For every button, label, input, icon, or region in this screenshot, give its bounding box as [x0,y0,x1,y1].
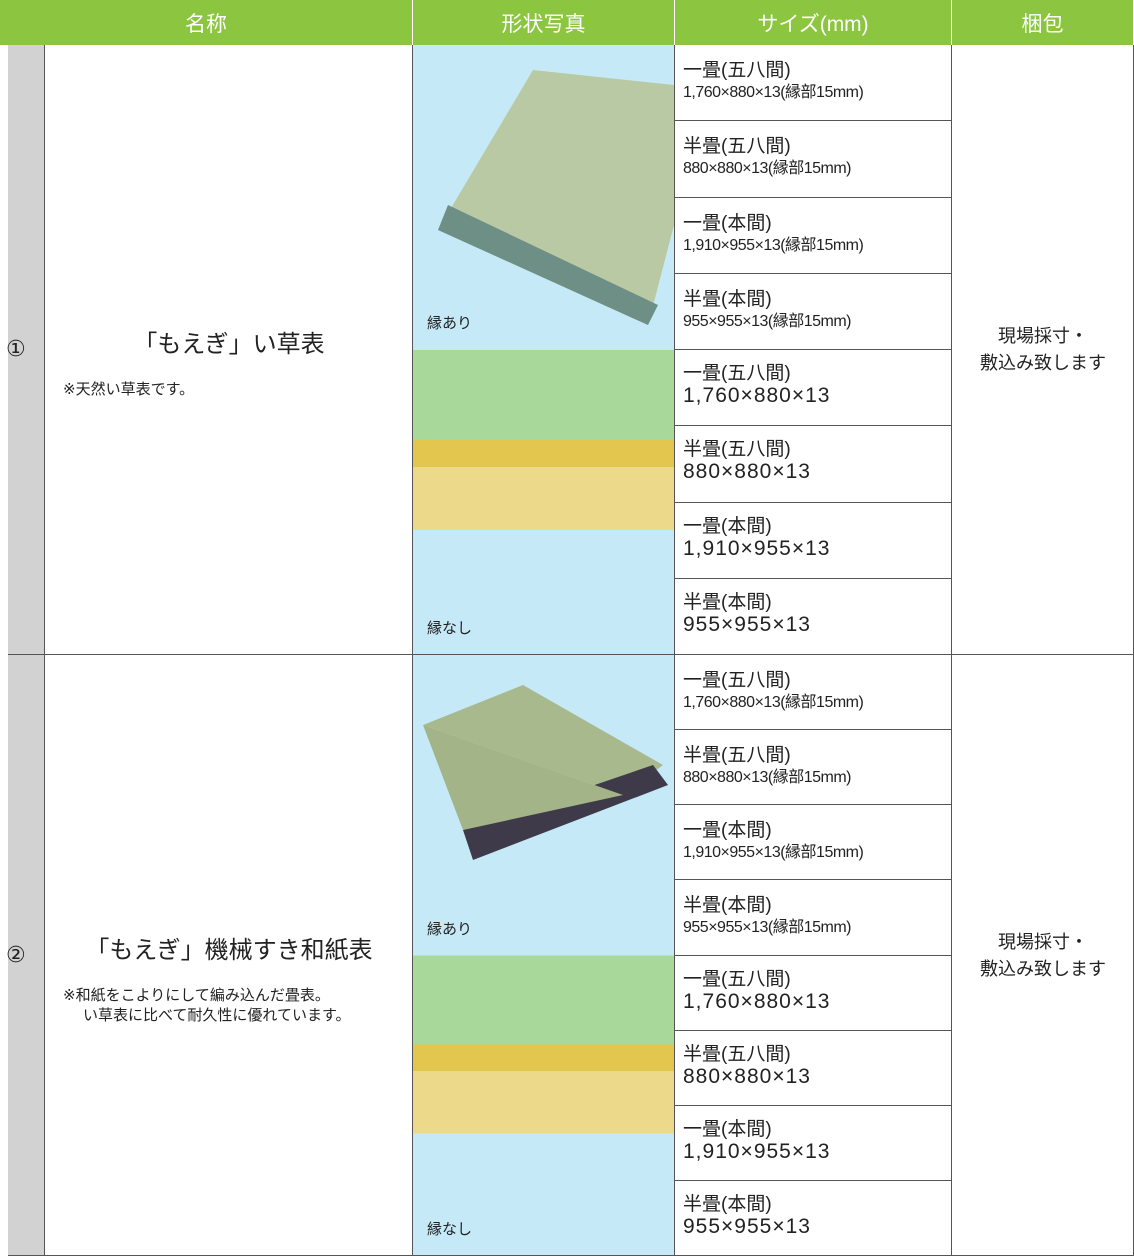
header-cell: 梱包 [952,0,1134,45]
size-name: 一畳(本間) [683,1118,772,1140]
size-dims: 1,760×880×13 [683,989,831,1013]
size-name: 一畳(本間) [683,212,772,234]
size-cell: 半畳(五八間) 880×880×13 [675,426,952,503]
packing-text: 敷込み致します [980,353,1106,373]
size-name: 半畳(五八間) [683,1043,791,1065]
size-dims: 880×880×13(縁部15mm) [683,769,852,787]
size-name: 半畳(五八間) [683,439,791,461]
size-dims: 1,760×880×13(縁部15mm) [683,84,864,101]
size-name: 半畳(本間) [683,591,772,613]
photo-illustration [413,685,674,1134]
photo-caption: 縁なし [427,620,473,637]
product-name: 「もえぎ」い草表 [133,331,325,358]
size-dims: 955×955×13(縁部15mm) [683,312,852,330]
product-note: ※和紙をこよりにして編み込んだ畳表。 [63,986,330,1004]
size-name: 一畳(五八間) [683,968,791,990]
product-note: い草表に比べて耐久性に優れています。 [83,1006,351,1024]
packing-text: 敷込み致します [980,958,1106,979]
size-name: 半畳(本間) [683,288,772,310]
size-dims: 1,910×955×13(縁部15mm) [683,236,864,254]
size-dims: 880×880×13 [683,460,811,484]
size-name: 半畳(五八間) [683,745,791,767]
index-cell [8,45,45,655]
packing-cell: 現場採寸・敷込み致します [952,655,1134,1256]
product-note: ※天然い草表です。 [63,381,195,398]
size-dims: 880×880×13 [683,1064,811,1088]
size-dims: 955×955×13(縁部15mm) [683,919,852,937]
size-dims: 955×955×13 [683,612,811,636]
size-name: 半畳(本間) [683,1193,772,1215]
photo-caption: 縁あり [427,315,473,332]
size-dims: 880×880×13(縁部15mm) [683,160,852,178]
size-cell: 一畳(五八間) 1,760×880×13 [675,350,952,427]
size-name: 半畳(本間) [683,895,772,917]
size-cell: 一畳(本間) 1,910×955×13(縁部15mm) [675,197,952,274]
size-name: 半畳(五八間) [683,136,791,158]
index-cell [8,655,45,1256]
photo-cell: 縁あり 縁なし [413,45,675,655]
size-name: 一畳(本間) [683,515,772,537]
size-name: 一畳(本間) [683,820,772,842]
photo-cell: 縁あり 縁なし [413,655,675,1256]
row-number: ② [6,941,26,967]
size-cell: 半畳(五八間) 880×880×13(縁部15mm) [675,121,952,198]
size-cell: 半畳(本間) 955×955×13(縁部15mm) [675,273,952,350]
size-dims: 1,910×955×13(縁部15mm) [683,844,864,862]
product-name: 「もえぎ」機械すき和紙表 [85,936,373,964]
size-name: 一畳(五八間) [683,363,791,384]
size-cell: 半畳(本間) 955×955×13 [675,1180,952,1256]
size-cell: 半畳(本間) 955×955×13(縁部15mm) [675,880,952,956]
size-dims: 1,760×880×13(縁部15mm) [683,694,864,711]
size-cell: 一畳(本間) 1,910×955×13(縁部15mm) [675,805,952,881]
size-name: 一畳(五八間) [683,60,791,81]
header-cell: サイズ(mm) [675,0,952,45]
size-cell: 半畳(本間) 955×955×13 [675,578,952,655]
size-cell: 一畳(五八間) 1,760×880×13(縁部15mm) [675,45,952,122]
size-dims: 1,760×880×13 [683,384,831,407]
photo-illustration [413,70,674,530]
size-cell: 一畳(五八間) 1,760×880×13 [675,955,952,1031]
size-dims: 1,910×955×13 [683,1139,831,1163]
size-cell: 半畳(五八間) 880×880×13 [675,1030,952,1106]
size-dims: 1,910×955×13 [683,536,831,560]
packing-text: 現場採寸・ [998,931,1088,952]
photo-caption: 縁なし [427,1221,473,1238]
name-cell: 「もえぎ」い草表 ※天然い草表です。 [45,45,413,655]
name-cell: 「もえぎ」機械すき和紙表 ※和紙をこよりにして編み込んだ畳表。い草表に比べて耐久性… [45,655,413,1256]
size-cell: 一畳(本間) 1,910×955×13 [675,502,952,579]
size-name: 一畳(五八間) [683,670,791,691]
photo-caption: 縁あり [427,920,473,938]
size-cell: 一畳(五八間) 1,760×880×13(縁部15mm) [675,655,952,731]
size-cell: 一畳(本間) 1,910×955×13 [675,1105,952,1181]
packing-cell: 現場採寸・敷込み致します [952,45,1134,655]
header-cell: 形状写真 [413,0,675,45]
packing-text: 現場採寸・ [998,326,1088,346]
size-dims: 955×955×13 [683,1214,811,1238]
row-number: ① [6,336,26,361]
header-cell: 名称 [0,0,413,45]
size-cell: 半畳(五八間) 880×880×13(縁部15mm) [675,730,952,806]
